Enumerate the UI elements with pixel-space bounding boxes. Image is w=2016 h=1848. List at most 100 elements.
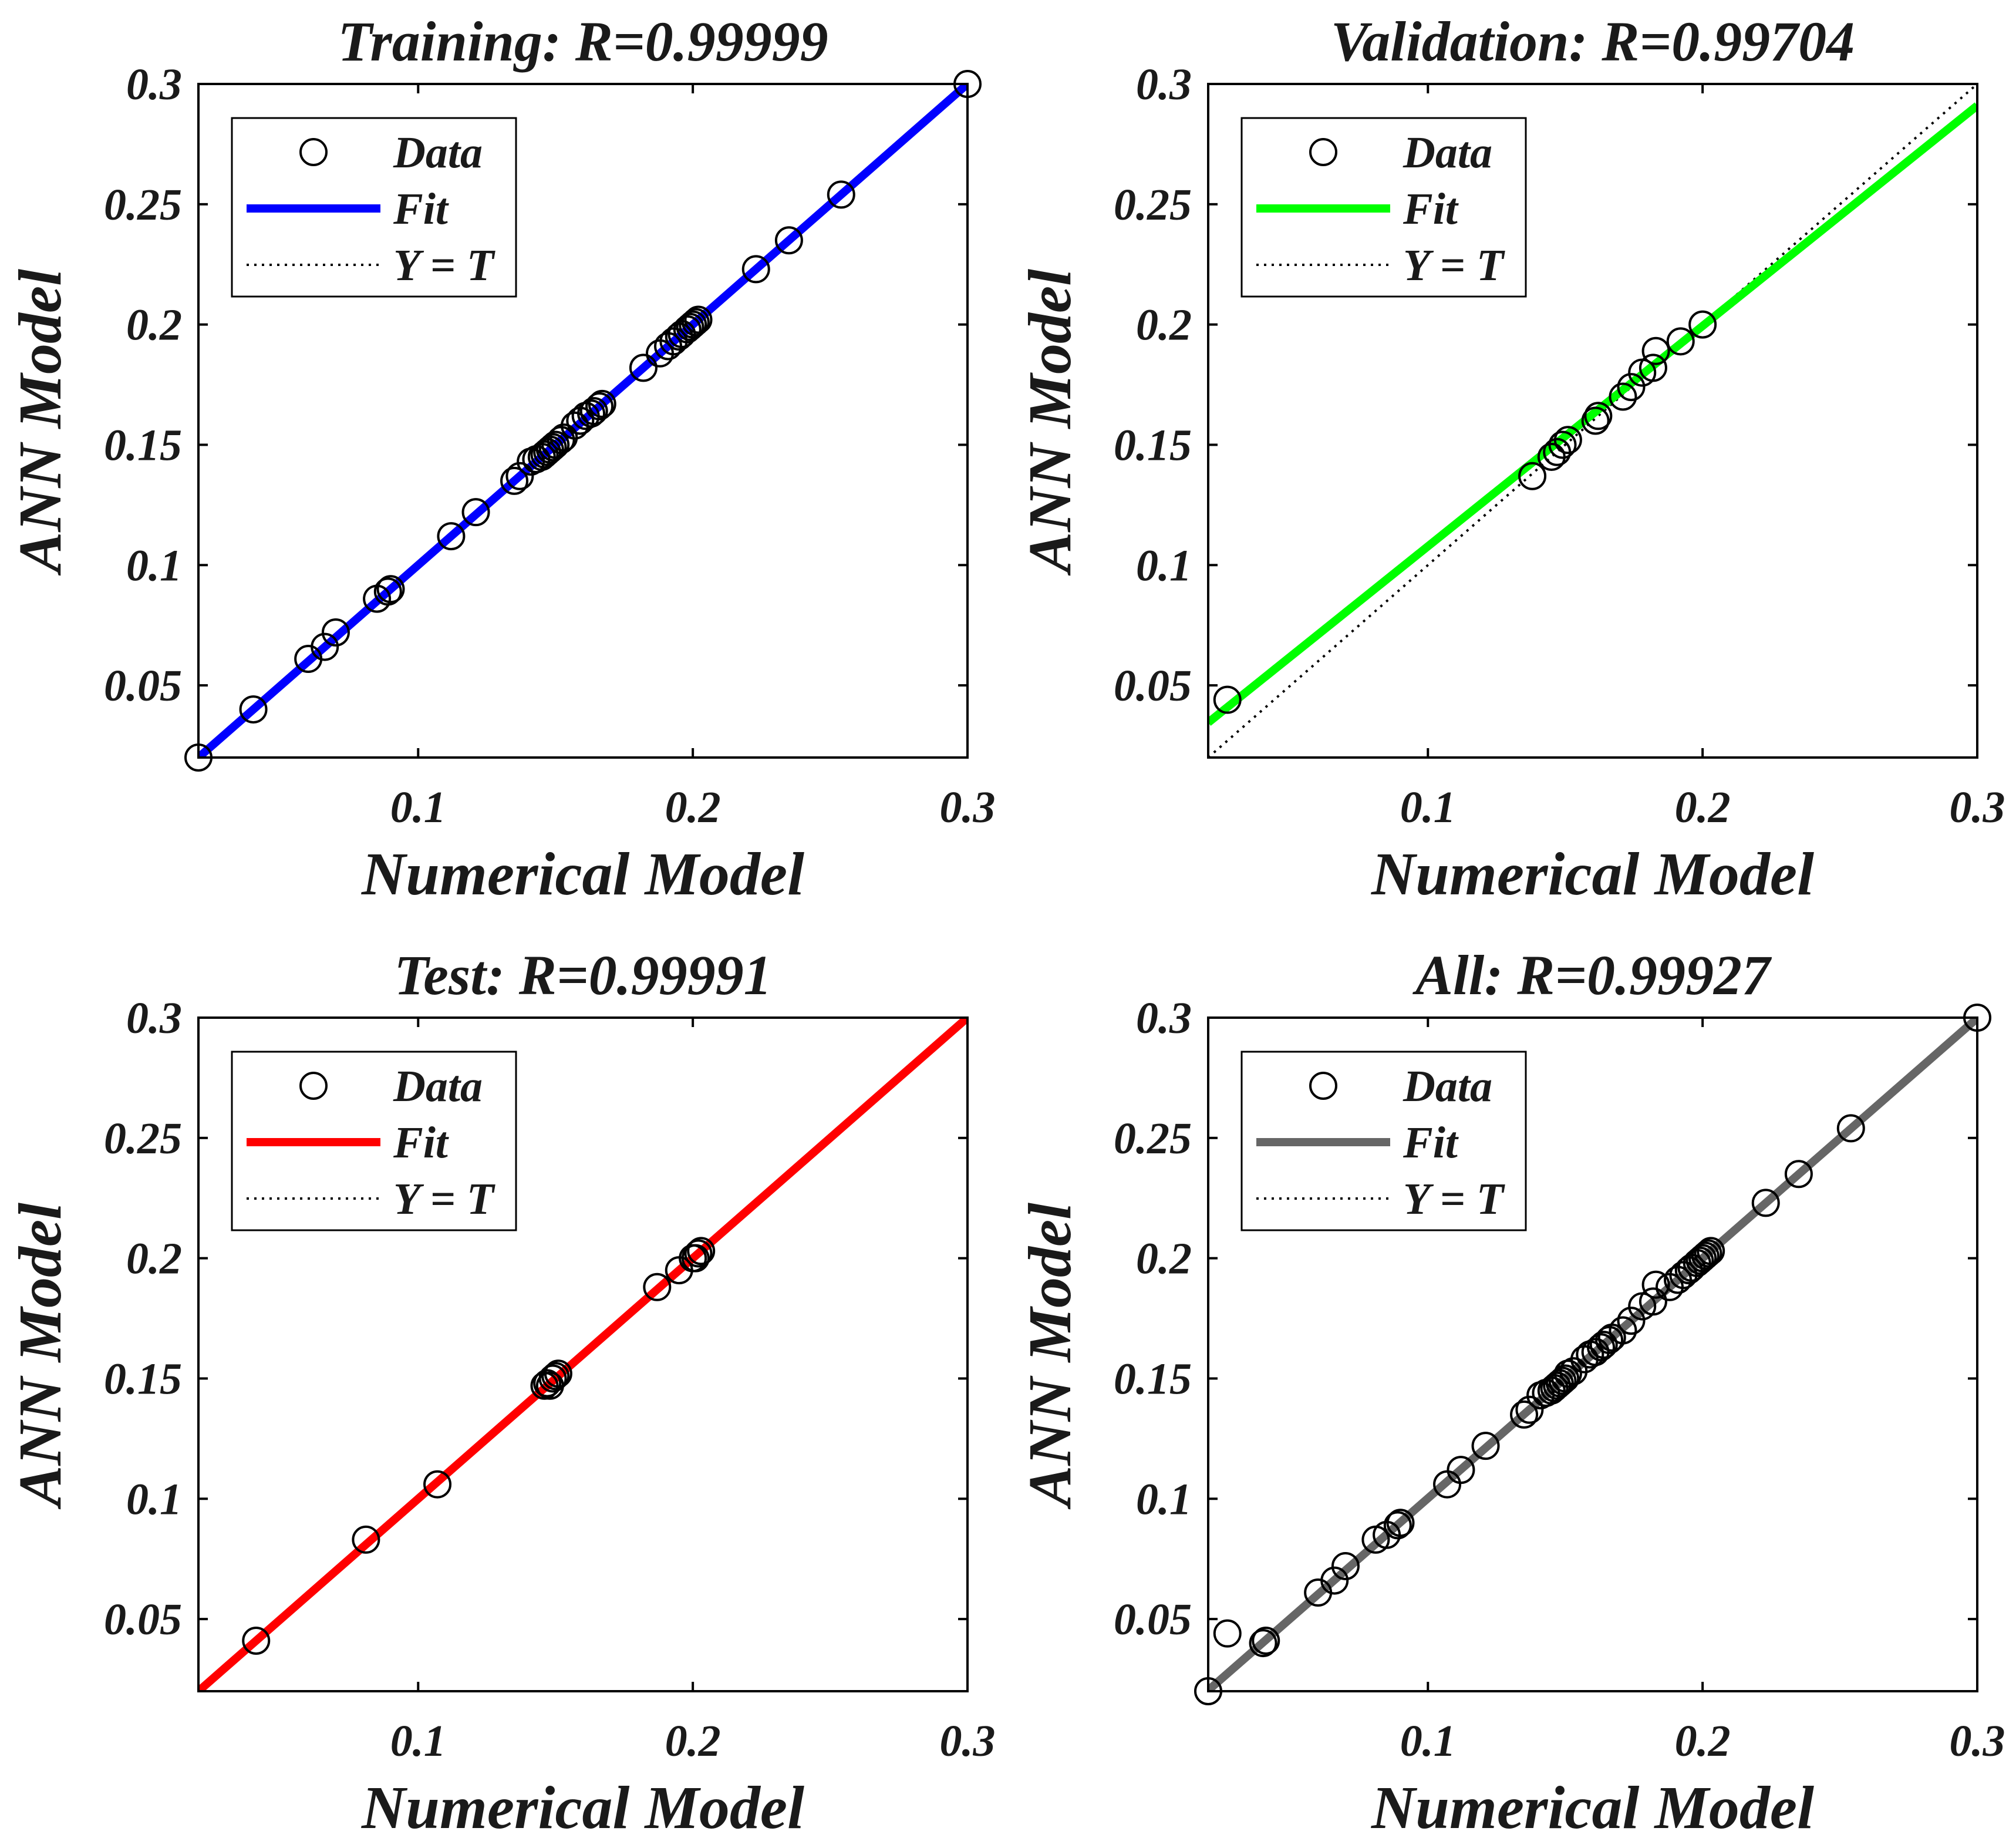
data-point: [1551, 1364, 1580, 1393]
data-point: [774, 226, 803, 255]
axes-box: [1207, 1016, 1978, 1692]
x-tick-label: 0.3: [1950, 783, 2005, 832]
data-point: [541, 430, 570, 459]
data-point: [321, 618, 350, 647]
fit-line: [198, 1018, 967, 1691]
data-point: [1515, 1395, 1544, 1424]
data-point: [1386, 1509, 1415, 1537]
data-point: [741, 255, 770, 284]
data-point: [1331, 1551, 1360, 1580]
data-point: [376, 575, 405, 604]
data-point: [1584, 402, 1613, 430]
legend: Data Fit Y = T: [1240, 1051, 1527, 1231]
data-point: [352, 1525, 380, 1554]
data-point: [1581, 406, 1610, 435]
data-point: [684, 1239, 713, 1268]
y-tick-label: 0.25: [1114, 180, 1192, 230]
data-point: [1609, 1316, 1637, 1345]
data-point: [1666, 327, 1695, 356]
data-point: [423, 1470, 452, 1499]
data-point: [1548, 430, 1577, 459]
data-point: [679, 310, 707, 339]
data-point: [579, 397, 608, 426]
data-point: [1639, 1287, 1667, 1316]
y-tick-label: 0.3: [126, 994, 182, 1043]
data-point: [530, 440, 559, 469]
data-point: [1609, 382, 1637, 411]
y-tick-label: 0.1: [126, 1475, 182, 1524]
data-point: [1688, 310, 1717, 339]
data-point: [681, 308, 710, 336]
data-point: [242, 1626, 271, 1655]
y-tick-label: 0.2: [1136, 301, 1192, 350]
data-point: [643, 1273, 672, 1301]
y-tick-label: 0.1: [1136, 541, 1192, 590]
y-tick-label: 0.05: [104, 1595, 182, 1644]
legend: Data Fit Y = T: [231, 117, 517, 298]
regression-panel: Training: R=0.99999 0.1 0.2 0.3 0.05 0.1 0.15 0…: [6, 10, 996, 908]
y-tick-label: 0.15: [104, 1354, 182, 1403]
y-tick-label: 0.15: [1114, 1354, 1192, 1403]
data-point: [1213, 1619, 1242, 1648]
y-tick-label: 0.05: [1114, 1595, 1192, 1644]
x-axis-label: Numerical Model: [361, 840, 804, 908]
x-tick-label: 0.1: [390, 783, 446, 832]
x-tick-label: 0.2: [665, 783, 721, 832]
fit-line: [198, 84, 967, 758]
data-point: [1617, 1307, 1646, 1335]
data-point: [1510, 1400, 1539, 1429]
x-tick-label: 0.3: [940, 1716, 996, 1766]
axes-box: [1207, 83, 1978, 759]
data-point: [311, 632, 339, 661]
y-tick-label: 0.2: [126, 1234, 182, 1284]
x-tick-label: 0.1: [1400, 783, 1456, 832]
data-point: [676, 312, 704, 341]
data-point: [538, 1364, 567, 1393]
data-point: [505, 462, 534, 490]
x-tick-label: 0.3: [940, 783, 996, 832]
legend-label: Fit: [1403, 184, 1459, 234]
data-point: [673, 315, 702, 344]
data-point: [1595, 1325, 1624, 1354]
data-point: [1784, 1160, 1813, 1189]
data-point: [500, 466, 529, 495]
x-tick-label: 0.1: [390, 1716, 446, 1766]
y-tick-label: 0.25: [104, 1114, 182, 1163]
y-tick-label: 0.3: [1136, 994, 1192, 1043]
data-point: [1694, 1239, 1722, 1268]
legend-label: Data: [393, 1062, 483, 1111]
x-tick-label: 0.1: [1400, 1716, 1456, 1766]
data-point: [1383, 1511, 1412, 1540]
regression-panel: Test: R=0.99991 0.1 0.2 0.3 0.05 0.1 0.15 0.2 0.…: [6, 944, 996, 1842]
y-tick-label: 0.3: [126, 60, 182, 109]
axes-box: [197, 83, 969, 759]
data-point: [1617, 373, 1646, 402]
data-point: [1518, 462, 1547, 490]
data-point: [1589, 1331, 1618, 1359]
x-tick-label: 0.2: [1675, 783, 1731, 832]
data-point: [461, 498, 490, 527]
data-point: [544, 1359, 572, 1388]
data-point: [1691, 1241, 1720, 1270]
y-tick-label: 0.2: [1136, 1234, 1192, 1284]
regression-panel: Validation: R=0.99704 0.1 0.2 0.3 0.05 0.1 0.1…: [1016, 10, 2005, 908]
data-point: [1639, 354, 1667, 382]
data-point: [1553, 426, 1582, 455]
legend-label: Data: [1403, 128, 1492, 177]
data-point: [1249, 1629, 1277, 1658]
y-tick-label: 0.3: [1136, 60, 1192, 109]
data-point: [541, 1362, 570, 1391]
y-tick-label: 0.2: [126, 301, 182, 350]
panel-title: Training: R=0.99999: [338, 10, 828, 73]
legend-label: Fit: [393, 1118, 450, 1167]
data-point: [533, 1369, 562, 1398]
data-point: [585, 392, 614, 420]
legend-data-symbol: [1309, 138, 1337, 166]
y-axis-label: ANN Model: [1016, 1203, 1084, 1510]
legend-data-symbol: [299, 1072, 328, 1100]
data-point: [1471, 1432, 1500, 1460]
data-point: [1548, 1366, 1577, 1395]
axes-box: [197, 1016, 969, 1692]
data-point: [681, 1244, 710, 1273]
